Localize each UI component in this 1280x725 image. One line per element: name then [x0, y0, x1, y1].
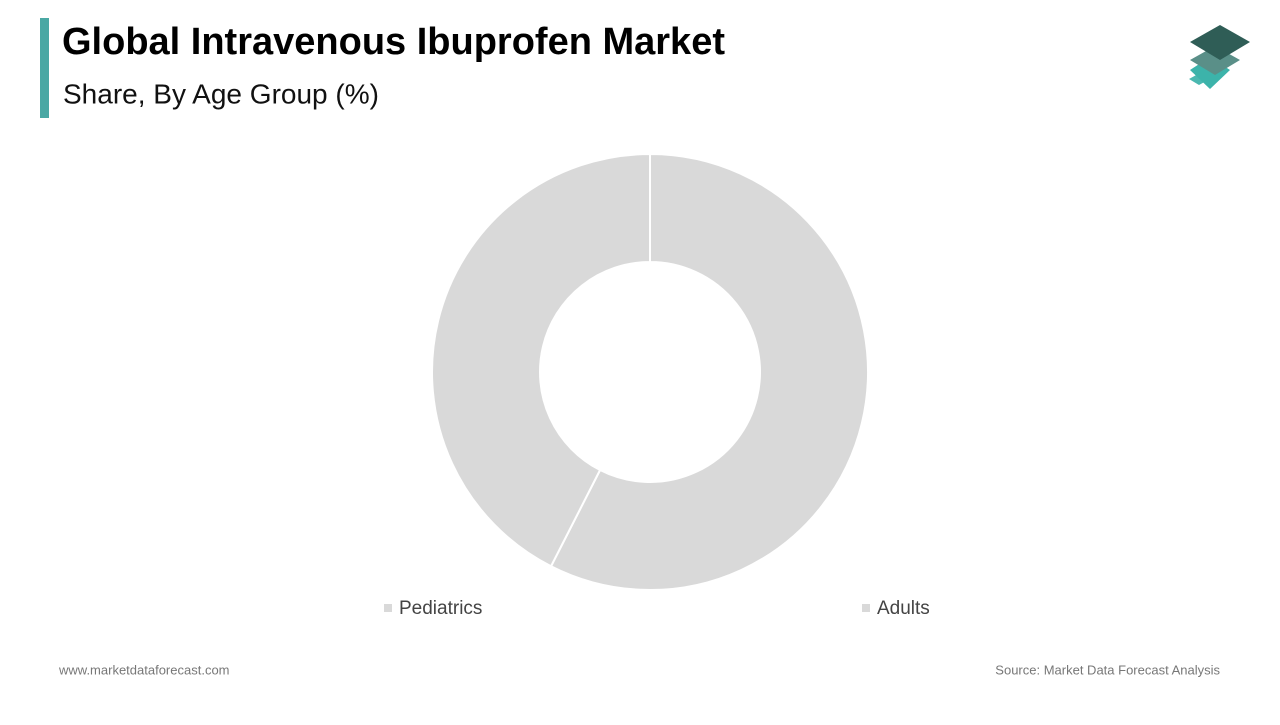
- chart-subtitle: Share, By Age Group (%): [63, 78, 379, 109]
- logo: [1189, 25, 1250, 89]
- legend-swatch: [384, 604, 392, 612]
- footer-source: Source: Market Data Forecast Analysis: [995, 662, 1220, 677]
- legend-label: Adults: [877, 598, 930, 619]
- title-accent: [40, 18, 49, 118]
- legend-swatch: [862, 604, 870, 612]
- footer-website: www.marketdataforecast.com: [58, 662, 230, 677]
- donut-slice: [431, 152, 651, 568]
- legend-label: Pediatrics: [399, 598, 482, 619]
- chart-title: Global Intravenous Ibuprofen Market: [62, 21, 725, 63]
- donut-slice: [549, 152, 869, 591]
